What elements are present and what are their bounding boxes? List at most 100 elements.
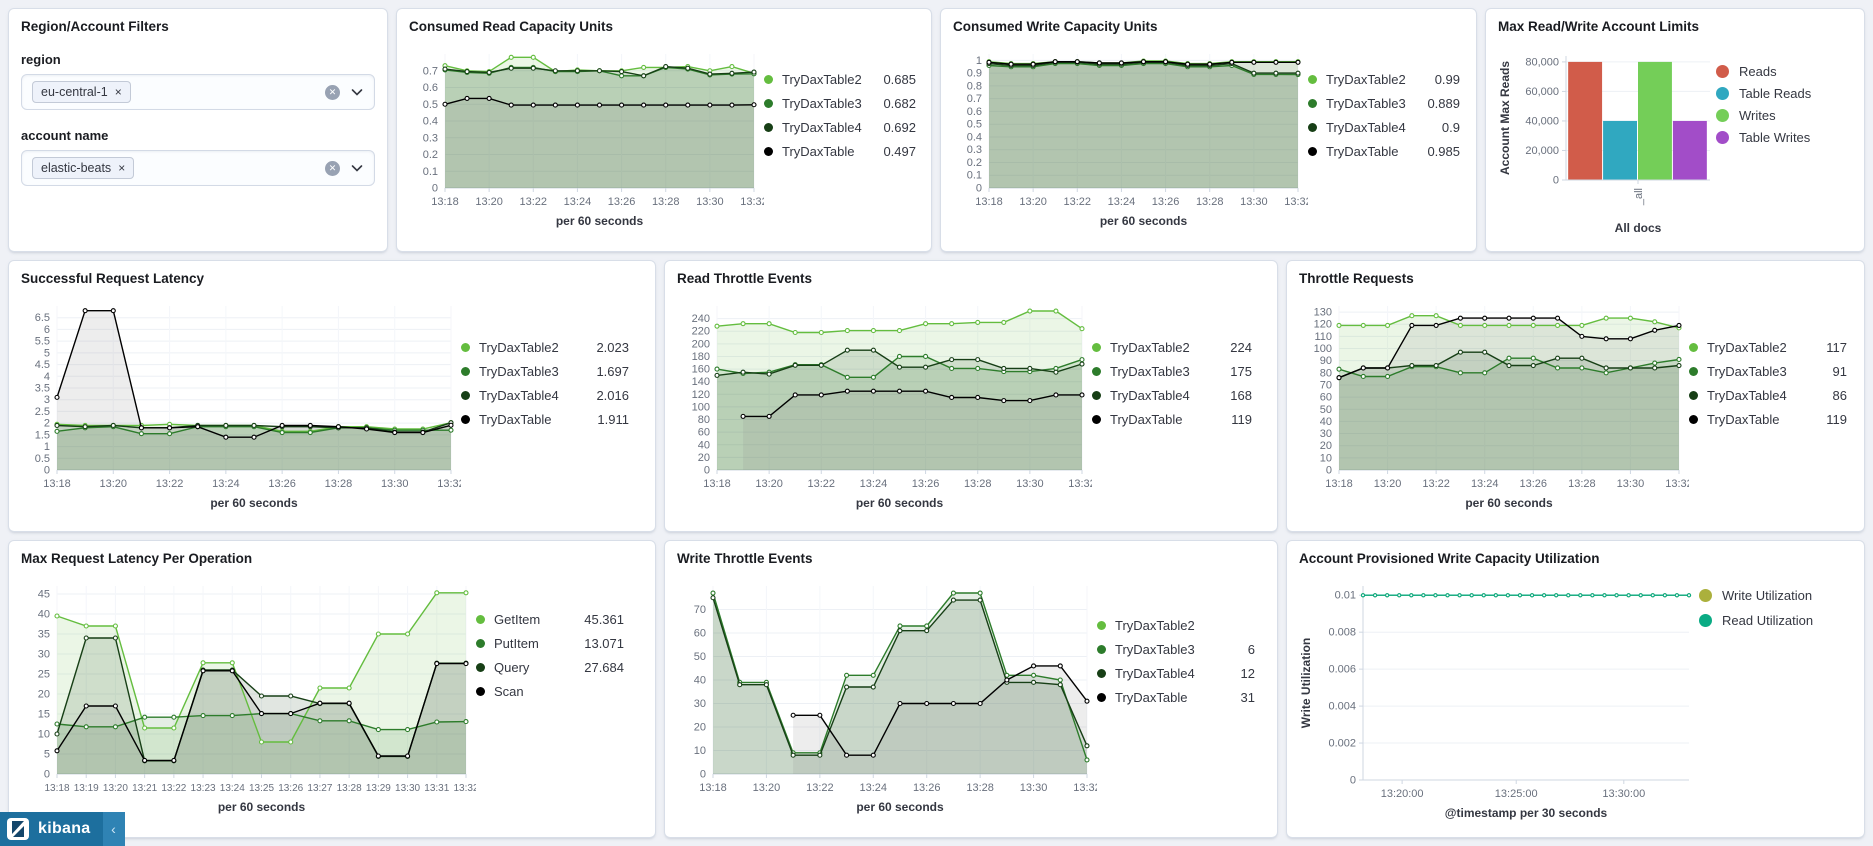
svg-text:13:25:00: 13:25:00 [1495, 788, 1538, 800]
svg-text:13:20:00: 13:20:00 [1381, 788, 1424, 800]
svg-text:2: 2 [44, 418, 50, 430]
legend-item[interactable]: TryDaxTable2 117 [1689, 340, 1847, 355]
consumed-read-chart[interactable]: 13:18 13:20 13:22 13:24 13:26 13:28 13:30 13:32… [409, 42, 764, 232]
successful-request-latency-panel: Successful Request Latency 13:18 13:20 13:… [8, 260, 656, 532]
kibana-logo[interactable] [0, 812, 36, 846]
read-throttle-events-chart[interactable]: 13:18 13:20 13:22 13:24 13:26 13:28 13:30 13:32… [677, 294, 1092, 514]
svg-text:13:24: 13:24 [860, 478, 888, 490]
kibana-logo-icon [7, 818, 29, 840]
account-write-utilization-panel: Account Provisioned Write Capacity Utili… [1286, 540, 1865, 838]
remove-region-icon[interactable]: × [114, 85, 122, 99]
svg-text:140: 140 [692, 376, 710, 388]
legend-item[interactable]: TryDaxTable3 6 [1097, 642, 1255, 657]
legend-label: TryDaxTable [479, 412, 552, 427]
legend-item[interactable]: TryDaxTable 119 [1689, 412, 1847, 427]
svg-text:120: 120 [1314, 319, 1332, 331]
legend-item[interactable]: TryDaxTable4 0.692 [764, 120, 916, 135]
collapse-sidebar-button[interactable]: ‹ [102, 812, 125, 846]
legend-label: TryDaxTable4 [479, 388, 559, 403]
legend-item[interactable]: TryDaxTable 0.985 [1308, 144, 1460, 159]
legend-item[interactable]: TryDaxTable4 168 [1092, 388, 1252, 403]
svg-text:5.5: 5.5 [35, 336, 50, 348]
legend-item[interactable]: TryDaxTable3 1.697 [461, 364, 629, 379]
svg-text:10: 10 [694, 745, 706, 757]
svg-text:4.5: 4.5 [35, 359, 50, 371]
account-write-utilization-chart[interactable]: 13:20:00 13:25:00 13:30:00 0 0.002 0.004 0.006… [1299, 574, 1699, 824]
write-throttle-events-chart[interactable]: 13:18 13:20 13:22 13:24 13:26 13:28 13:30 13:32… [677, 574, 1097, 818]
legend-item[interactable]: TryDaxTable3 91 [1689, 364, 1847, 379]
svg-text:13:26: 13:26 [278, 783, 303, 794]
svg-text:13:28: 13:28 [337, 783, 362, 794]
legend-item[interactable]: TryDaxTable 0.497 [764, 144, 916, 159]
account-combobox[interactable]: elastic-beats × ✕ [21, 150, 375, 186]
legend-dot-icon [1716, 109, 1729, 122]
legend-item[interactable]: TryDaxTable 31 [1097, 690, 1255, 705]
clear-account-icon[interactable]: ✕ [325, 160, 340, 176]
legend-item[interactable]: Scan [476, 684, 624, 699]
remove-account-icon[interactable]: × [118, 161, 126, 175]
svg-text:90: 90 [1320, 355, 1332, 367]
legend-item[interactable]: PutItem 13.071 [476, 636, 624, 651]
svg-text:13:24: 13:24 [1471, 478, 1499, 490]
region-combobox[interactable]: eu-central-1 × ✕ [21, 74, 375, 110]
svg-text:0.2: 0.2 [967, 157, 982, 169]
svg-text:0.4: 0.4 [423, 116, 438, 128]
legend-item[interactable]: GetItem 45.361 [476, 612, 624, 627]
account-chip[interactable]: elastic-beats × [32, 157, 135, 179]
throttle-requests-chart[interactable]: 13:18 13:20 13:22 13:24 13:26 13:28 13:30 13:32… [1299, 294, 1689, 514]
legend-label: TryDaxTable3 [1326, 96, 1406, 111]
legend-item[interactable]: Table Writes [1716, 130, 1846, 145]
legend-label: Writes [1739, 108, 1776, 123]
legend-item[interactable]: TryDaxTable4 12 [1097, 666, 1255, 681]
svg-text:13:30: 13:30 [1020, 782, 1048, 794]
legend-item[interactable]: TryDaxTable2 [1097, 618, 1255, 633]
region-chip[interactable]: eu-central-1 × [32, 81, 131, 103]
svg-text:13:30: 13:30 [395, 783, 420, 794]
legend-label: TryDaxTable [782, 144, 855, 159]
svg-text:13:18: 13:18 [1325, 478, 1353, 490]
panel-title: Consumed Write Capacity Units [953, 19, 1158, 34]
legend-item[interactable]: TryDaxTable 1.911 [461, 412, 629, 427]
clear-region-icon[interactable]: ✕ [325, 84, 340, 100]
legend-item[interactable]: TryDaxTable3 0.682 [764, 96, 916, 111]
svg-text:5: 5 [44, 749, 50, 761]
legend-item[interactable]: TryDaxTable2 224 [1092, 340, 1252, 355]
panel-title: Max Request Latency Per Operation [21, 551, 253, 566]
svg-text:80: 80 [698, 414, 710, 426]
legend-item[interactable]: TryDaxTable4 0.9 [1308, 120, 1460, 135]
svg-text:5: 5 [44, 347, 50, 359]
legend-item[interactable]: TryDaxTable2 0.99 [1308, 72, 1460, 87]
legend-item[interactable]: TryDaxTable4 2.016 [461, 388, 629, 403]
legend-item[interactable]: Table Reads [1716, 86, 1846, 101]
legend-item[interactable]: Read Utilization [1699, 613, 1849, 628]
max-request-latency-chart[interactable]: 13:18 13:19 13:20 13:21 13:22 13:23 13:24 13:25… [21, 574, 476, 818]
chevron-down-icon[interactable] [350, 161, 364, 175]
legend-item[interactable]: Query 27.684 [476, 660, 624, 675]
legend-value: 0.685 [883, 72, 916, 87]
legend-item[interactable]: Writes [1716, 108, 1846, 123]
successful-request-latency-chart[interactable]: 13:18 13:20 13:22 13:24 13:26 13:28 13:30 13:32… [21, 294, 461, 514]
legend-item[interactable]: TryDaxTable2 2.023 [461, 340, 629, 355]
svg-text:13:18: 13:18 [699, 782, 727, 794]
svg-text:0.002: 0.002 [1328, 738, 1356, 750]
legend-item[interactable]: TryDaxTable2 0.685 [764, 72, 916, 87]
legend-label: TryDaxTable [1115, 690, 1188, 705]
legend-item[interactable]: TryDaxTable 119 [1092, 412, 1252, 427]
svg-text:13:23: 13:23 [191, 783, 216, 794]
legend-label: TryDaxTable4 [1110, 388, 1190, 403]
legend-item[interactable]: TryDaxTable4 86 [1689, 388, 1847, 403]
legend-item[interactable]: Reads [1716, 64, 1846, 79]
svg-text:0: 0 [704, 465, 710, 477]
legend-item[interactable]: TryDaxTable3 175 [1092, 364, 1252, 379]
max-read-write-limits-panel: Max Read/Write Account Limits 0 20,000 40,… [1485, 8, 1865, 252]
svg-text:13:30: 13:30 [1617, 478, 1645, 490]
legend-dot-icon [1699, 614, 1712, 627]
consumed-write-chart[interactable]: 13:18 13:20 13:22 13:24 13:26 13:28 13:30 13:32… [953, 42, 1308, 232]
legend-dot-icon [764, 99, 773, 108]
chevron-down-icon[interactable] [350, 85, 364, 99]
max-read-write-limits-chart[interactable]: 0 20,000 40,000 60,000 80,000 _all All docs Acc… [1498, 42, 1716, 238]
svg-text:0: 0 [1553, 175, 1559, 187]
legend-item[interactable]: TryDaxTable3 0.889 [1308, 96, 1460, 111]
legend-value: 1.697 [596, 364, 629, 379]
legend-item[interactable]: Write Utilization [1699, 588, 1849, 603]
